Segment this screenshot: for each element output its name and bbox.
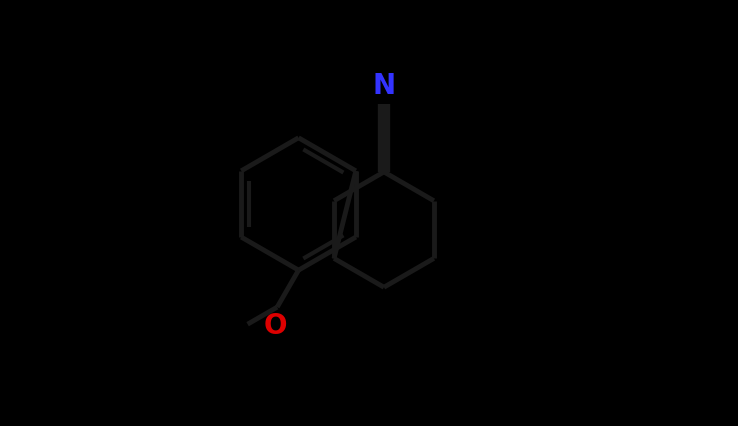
Text: O: O: [263, 311, 287, 339]
Text: N: N: [373, 72, 396, 100]
